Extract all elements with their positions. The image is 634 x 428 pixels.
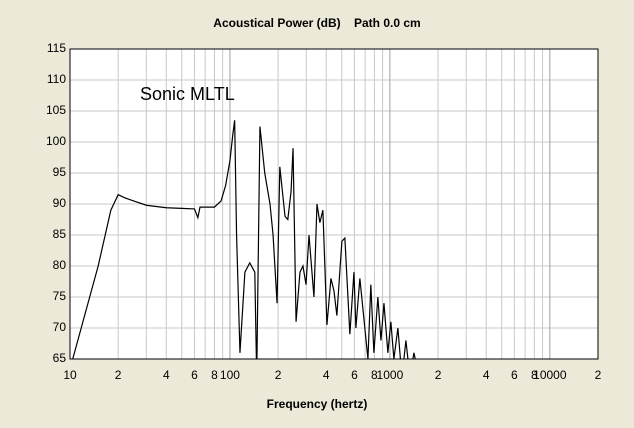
line bbox=[72, 120, 416, 359]
y-tick-label: 95 bbox=[53, 165, 67, 179]
y-tick-label: 75 bbox=[53, 289, 67, 303]
x-tick-label: 1000 bbox=[377, 368, 404, 382]
x-axis-label: Frequency (hertz) bbox=[267, 397, 368, 411]
annotation: Sonic MLTL bbox=[140, 84, 235, 104]
x-tick-label: 8 bbox=[211, 368, 218, 382]
x-tick-label: 4 bbox=[323, 368, 330, 382]
x-tick-label: 10 bbox=[63, 368, 77, 382]
chart-title: Acoustical Power (dB) Path 0.0 cm bbox=[213, 16, 420, 30]
x-tick-label: 6 bbox=[351, 368, 358, 382]
x-tick-label: 2 bbox=[595, 368, 602, 382]
x-tick-label: 8 bbox=[371, 368, 378, 382]
y-tick-label: 105 bbox=[46, 103, 66, 117]
y-tick-label: 115 bbox=[47, 41, 66, 55]
y-tick-label: 85 bbox=[53, 227, 67, 241]
x-tick-label: 100 bbox=[220, 368, 240, 382]
x-tick-label: 8 bbox=[531, 368, 538, 382]
x-tick-label: 2 bbox=[275, 368, 282, 382]
x-tick-label: 2 bbox=[435, 368, 442, 382]
y-tick-label: 90 bbox=[53, 196, 67, 210]
y-tick-label: 80 bbox=[53, 258, 67, 272]
y-tick-label: 70 bbox=[53, 320, 67, 334]
plot-border bbox=[69, 48, 599, 360]
y-tick-label: 100 bbox=[46, 134, 66, 148]
x-tick-label: 10000 bbox=[533, 368, 567, 382]
x-tick-label: 6 bbox=[511, 368, 518, 382]
x-tick-label: 6 bbox=[191, 368, 198, 382]
y-tick-label: 110 bbox=[47, 72, 66, 86]
x-tick-label: 2 bbox=[115, 368, 122, 382]
y-tick-label: 65 bbox=[53, 351, 67, 365]
x-tick-label: 4 bbox=[163, 368, 170, 382]
x-tick-label: 4 bbox=[483, 368, 490, 382]
